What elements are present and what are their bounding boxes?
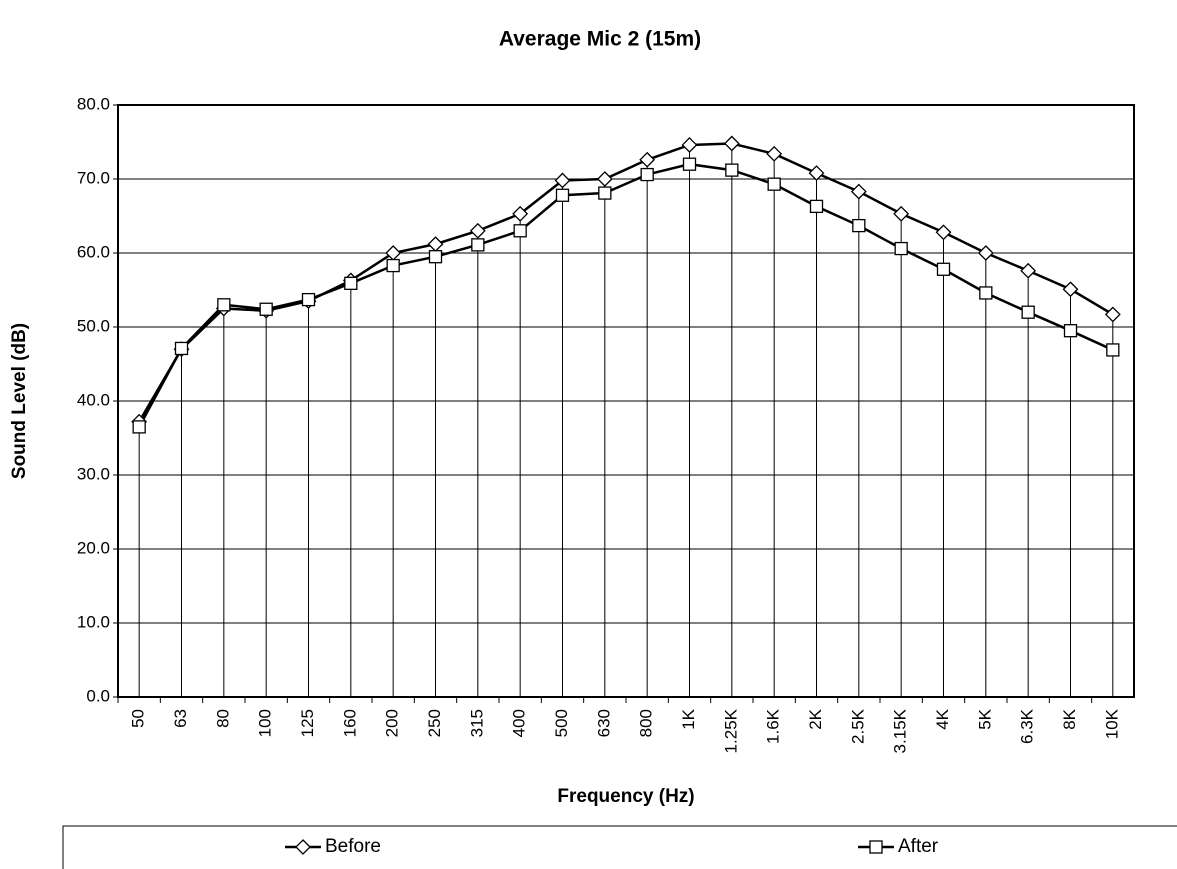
point (132, 420, 146, 434)
x-tick-label: 1K (679, 708, 698, 729)
point (427, 236, 444, 253)
point (725, 163, 739, 177)
legend-label: After (898, 836, 939, 857)
y-tick-label: 20.0 (77, 538, 110, 557)
series-line (138, 142, 1114, 423)
x-tick-label: 315 (467, 709, 486, 737)
point (977, 245, 994, 261)
point (979, 286, 993, 300)
x-tick-label: 1.6K (764, 708, 783, 744)
point (1106, 343, 1120, 357)
point (512, 205, 529, 222)
point (850, 183, 867, 200)
point (1021, 305, 1035, 319)
point (385, 245, 402, 261)
y-tick-label: 50.0 (77, 316, 110, 335)
point (259, 302, 273, 316)
x-tick-label: 3.15K (891, 708, 910, 753)
x-tick-label: 4K (933, 708, 952, 729)
series-line (138, 162, 1114, 428)
point (301, 292, 316, 307)
point (428, 250, 443, 264)
point (767, 177, 781, 191)
point (935, 224, 952, 241)
point (852, 218, 866, 233)
x-tick-label: 63 (171, 709, 190, 728)
y-tick-label: 30.0 (77, 464, 110, 483)
x-tick-label: 400 (510, 709, 529, 737)
y-tick-label: 60.0 (77, 242, 110, 261)
x-tick-label: 800 (637, 709, 656, 737)
point (1104, 306, 1121, 323)
point (174, 341, 189, 356)
point (681, 137, 698, 153)
x-tick-label: 160 (340, 709, 359, 737)
x-tick-label: 50 (129, 709, 148, 728)
x-tick-label: 10K (1102, 708, 1121, 739)
point (893, 205, 910, 222)
x-tick-label: 1.25K (721, 708, 740, 753)
point (640, 167, 654, 182)
point (1063, 324, 1078, 338)
point (723, 135, 740, 152)
point (386, 258, 400, 273)
point (808, 165, 825, 181)
x-tick-label: 5K (975, 708, 994, 729)
x-tick-label: 2.5K (848, 708, 867, 744)
point (217, 298, 231, 312)
point (471, 238, 485, 252)
x-tick-label: 6.3K (1018, 708, 1037, 744)
point (513, 224, 527, 238)
x-tick-label: 100 (256, 709, 275, 737)
point (766, 145, 783, 162)
x-tick-label: 125 (298, 709, 317, 737)
y-tick-label: 0.0 (86, 686, 110, 705)
point (936, 262, 951, 276)
x-tick-label: 2K (806, 708, 825, 729)
y-tick-label: 80.0 (77, 94, 110, 113)
point (554, 172, 571, 189)
x-tick-label: 630 (594, 709, 613, 737)
x-tick-label: 80 (213, 709, 232, 728)
point (555, 188, 570, 202)
x-tick-label: 200 (383, 709, 402, 737)
point (639, 151, 656, 168)
point (596, 171, 613, 187)
point (344, 276, 358, 290)
x-axis-title: Frequency (Hz) (557, 786, 694, 807)
chart-title: Average Mic 2 (15m) (499, 28, 701, 51)
legend-marker (869, 840, 883, 854)
legend-label: Before (325, 836, 381, 857)
y-tick-label: 40.0 (77, 390, 110, 409)
x-tick-label: 250 (425, 709, 444, 737)
point (1062, 281, 1079, 298)
plot-border (117, 104, 1135, 698)
x-tick-label: 500 (552, 709, 571, 737)
legend-marker (295, 839, 311, 855)
y-tick-label: 10.0 (77, 612, 110, 631)
x-tick-label: 8K (1060, 708, 1079, 729)
y-tick-label: 70.0 (77, 168, 110, 187)
point (682, 157, 697, 171)
y-axis-title: Sound Level (dB) (9, 323, 30, 479)
legend-box (62, 825, 1177, 869)
point (1020, 262, 1037, 279)
point (894, 241, 908, 256)
point (469, 222, 486, 239)
point (598, 186, 612, 200)
point (809, 199, 824, 214)
